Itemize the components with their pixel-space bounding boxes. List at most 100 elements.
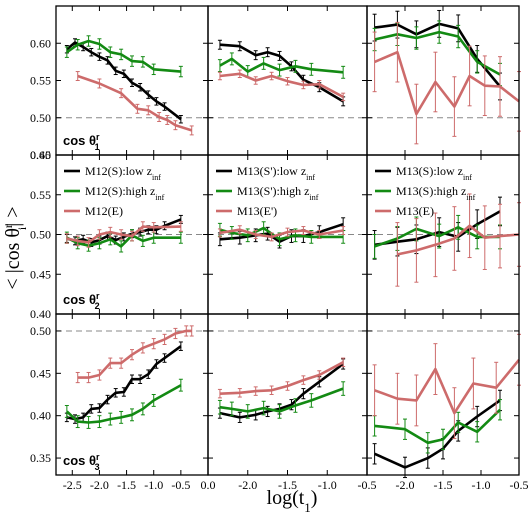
error-bar-low <box>146 369 151 379</box>
y-tick-label: 0.45 <box>30 267 51 281</box>
series-line-E <box>397 224 520 256</box>
error-bar-E <box>151 338 156 350</box>
error-bar-low <box>138 374 143 384</box>
panel-label-sub: 3 <box>95 462 100 472</box>
panel-label-sup: r <box>96 291 100 301</box>
error-bar-E <box>165 115 170 125</box>
error-bar-low <box>130 78 134 87</box>
error-bar-E <box>467 193 472 259</box>
error-bar-high <box>372 234 377 259</box>
error-bar-E <box>119 88 124 99</box>
error-bar-E <box>341 226 346 235</box>
legend-label-high: M12(S):high zinf <box>85 184 165 202</box>
error-bar-E <box>341 92 346 102</box>
series-low <box>372 196 502 260</box>
y-tick-label: 0.35 <box>30 451 51 465</box>
x-axis-label-main: log(t <box>267 487 305 509</box>
error-bar-high <box>475 224 480 250</box>
series-low <box>64 38 183 124</box>
error-bar-high <box>403 418 407 440</box>
error-bar-high <box>217 59 222 73</box>
panel-label-sub: 2 <box>95 301 100 311</box>
error-bar-low <box>146 90 151 99</box>
error-bar-E <box>75 235 80 247</box>
error-bar-E <box>341 357 346 368</box>
error-bar-E <box>157 112 162 122</box>
error-bar-E <box>173 120 178 131</box>
error-bar-E <box>452 206 457 271</box>
error-bar-low <box>372 443 377 465</box>
error-bar-high <box>119 48 124 61</box>
series-line-E <box>66 225 181 244</box>
error-bar-high <box>437 20 442 44</box>
legend-label-low: M13(S'):low zinf <box>237 164 315 182</box>
error-bar-E <box>184 325 189 337</box>
error-bar-low <box>178 115 183 124</box>
error-bar-high <box>456 24 461 49</box>
y-tick-label: 0.50 <box>30 324 51 338</box>
error-bar-high <box>217 399 222 415</box>
error-bar-high <box>475 421 480 443</box>
error-bar-high <box>229 401 234 417</box>
error-bar-high <box>119 410 124 424</box>
error-bar-high <box>86 416 91 429</box>
error-bar-high <box>119 240 124 253</box>
error-bar-E <box>269 71 274 81</box>
error-bar-E <box>119 229 124 240</box>
error-bar-E <box>75 71 80 81</box>
legend-label-E: M13(E) <box>396 204 434 218</box>
error-bar-E <box>97 78 102 89</box>
x-tick-label: -1.5 <box>278 478 297 492</box>
error-bar-E <box>64 233 69 244</box>
x-tick-label: -0.5 <box>171 478 190 492</box>
error-bar-low <box>154 97 159 106</box>
error-bar-high <box>75 39 80 51</box>
error-bar-E <box>151 222 156 233</box>
series-E <box>372 21 521 145</box>
panel-label-main: cos θ <box>63 453 96 468</box>
x-tick-label: 0.0 <box>201 478 216 492</box>
series-E <box>217 225 346 242</box>
y-axis-label-sub: i <box>15 226 29 230</box>
error-bar-E <box>482 205 487 270</box>
error-bar-high <box>293 398 298 413</box>
x-tick-label: -2.5 <box>63 478 82 492</box>
error-bar-E <box>395 222 400 287</box>
error-bar-E <box>108 226 113 238</box>
error-bar-E <box>86 371 91 384</box>
error-bar-E <box>253 76 258 85</box>
error-bar-low <box>277 50 282 61</box>
error-bar-E <box>162 333 167 346</box>
y-tick-label: 0.60 <box>30 148 51 162</box>
legend: M12(S):low zinf M12(S):high zinf M12(E) <box>64 164 165 218</box>
y-tick-label: 0.55 <box>30 74 51 88</box>
legend-label-text: M13(S):high z <box>396 184 466 198</box>
x-tick-label: -0.5 <box>358 478 377 492</box>
legend-label-sub: inf <box>152 173 161 182</box>
y-tick-label: 0.60 <box>30 36 51 50</box>
legend-label-E: M12(E) <box>85 204 123 218</box>
legend-label-sub: inf <box>306 173 315 182</box>
error-bar-high <box>293 59 298 73</box>
error-bar-E <box>452 387 457 440</box>
error-bar-E <box>269 232 274 242</box>
error-bar-E <box>189 125 194 136</box>
x-tick-label: -1.0 <box>318 478 337 492</box>
error-bar-high <box>86 35 91 47</box>
error-bar-E <box>498 203 502 269</box>
series-high <box>64 35 183 78</box>
error-bar-high <box>341 381 346 396</box>
legend-label-text: M12(S):low z <box>85 164 152 178</box>
error-bar-E <box>237 69 242 79</box>
error-bar-low <box>97 52 102 61</box>
panel-r2-c1: -2.0 -1.5 -1.0 -0.5 <box>207 313 377 492</box>
legend-label-low: M12(S):low zinf <box>85 164 161 182</box>
panel-label-sup: r <box>96 452 100 462</box>
error-bar-E <box>301 375 306 385</box>
error-bar-E <box>317 230 322 239</box>
error-bar-high <box>97 415 102 429</box>
error-bar-low <box>89 47 94 57</box>
legend-label-text: M13(S'):low z <box>237 164 306 178</box>
